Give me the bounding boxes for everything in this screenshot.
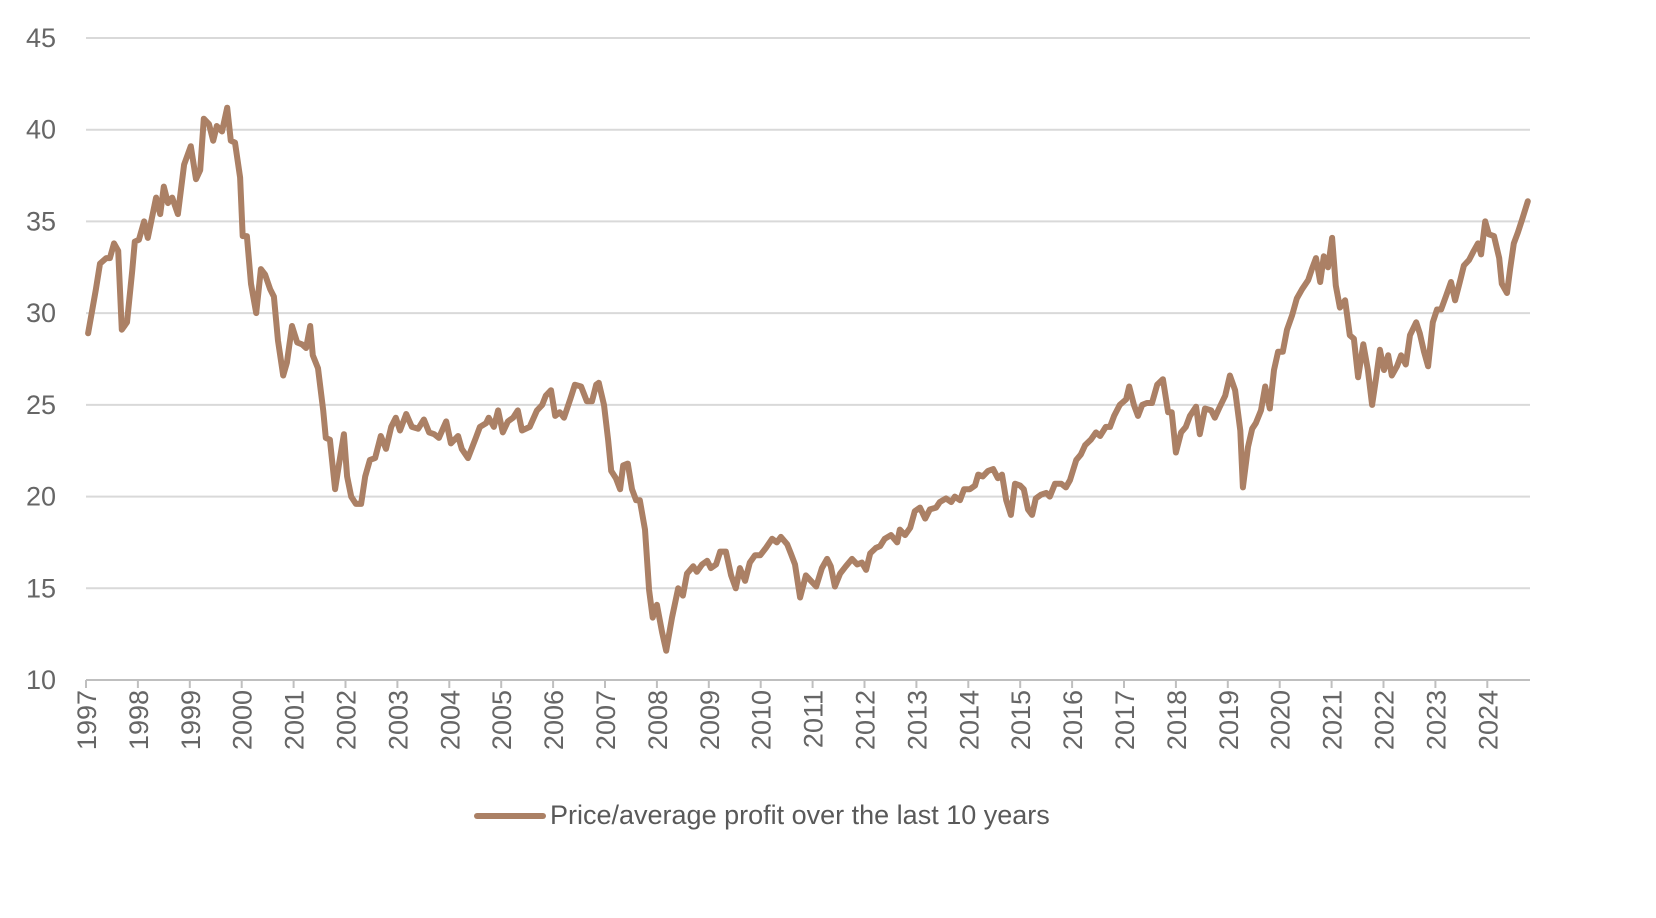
- x-tick-label: 2016: [1058, 690, 1088, 750]
- x-tick-label: 2021: [1318, 690, 1348, 750]
- x-tick-label: 2008: [643, 690, 673, 750]
- y-tick-label: 25: [26, 390, 56, 420]
- x-axis: 1997 1998 1999 2000 2001 2002 2003 2004 2005 2006…: [72, 679, 1530, 750]
- legend: Price/average profit over the last 10 ye…: [474, 800, 1050, 831]
- x-tick-label: 1997: [72, 690, 102, 750]
- x-tick-label: 2007: [591, 690, 621, 750]
- series-line-price-avg-profit: [85, 104, 1531, 654]
- x-tick-label: 2005: [487, 690, 517, 750]
- x-tick-label: 2010: [747, 690, 777, 750]
- x-tick-label: 2004: [435, 690, 465, 750]
- x-tick-label: 2001: [280, 690, 310, 750]
- y-tick-label: 40: [26, 115, 56, 145]
- x-tick-label: 2020: [1266, 690, 1296, 750]
- legend-swatch: [474, 812, 546, 819]
- y-tick-label: 30: [26, 298, 56, 328]
- x-tick-label: 2013: [902, 690, 932, 750]
- x-tick-label: 2015: [1006, 690, 1036, 750]
- x-tick-label: 2012: [851, 690, 881, 750]
- y-tick-label: 15: [26, 573, 56, 603]
- x-tick-label: 2023: [1421, 690, 1451, 750]
- x-tick-label: 1998: [124, 690, 154, 750]
- x-tick-label: 2019: [1214, 690, 1244, 750]
- x-tick-label: 2003: [383, 690, 413, 750]
- legend-label: Price/average profit over the last 10 ye…: [550, 800, 1050, 830]
- y-tick-label: 10: [26, 665, 56, 695]
- y-tick-label: 45: [26, 23, 56, 53]
- x-tick-label: 2014: [954, 690, 984, 750]
- y-axis-tick-labels: 10 15 20 25 30 35 40 45: [26, 23, 56, 695]
- x-tick-label: 1999: [176, 690, 206, 750]
- gridlines: [86, 37, 1530, 590]
- x-tick-label: 2000: [228, 690, 258, 750]
- series-layer: [85, 104, 1531, 654]
- x-tick-label: 2017: [1110, 690, 1140, 750]
- y-tick-label: 35: [26, 206, 56, 236]
- x-tick-label: 2009: [695, 690, 725, 750]
- x-tick-label: 2011: [799, 690, 829, 748]
- x-tick-label: 2006: [539, 690, 569, 750]
- x-tick-label: 2002: [332, 690, 362, 750]
- x-tick-label: 2018: [1162, 690, 1192, 750]
- x-tick-label: 2024: [1473, 690, 1503, 750]
- y-tick-label: 20: [26, 482, 56, 512]
- x-tick-label: 2022: [1370, 690, 1400, 750]
